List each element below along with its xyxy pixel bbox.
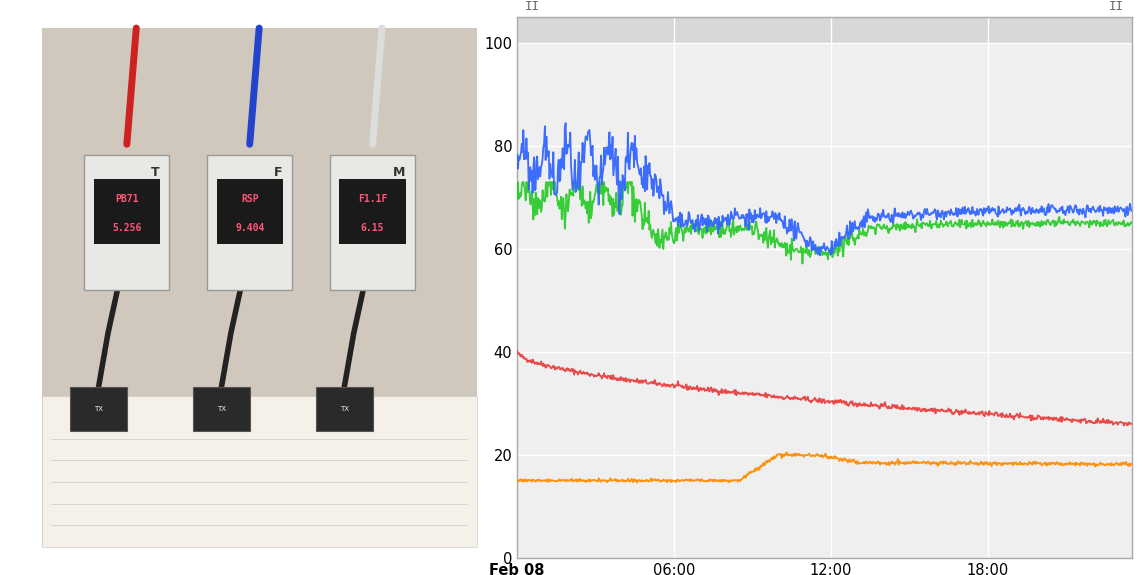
Text: 9.404: 9.404 (235, 223, 264, 233)
Bar (207, 155, 293, 290)
Text: 6.15: 6.15 (361, 223, 384, 233)
Bar (94, 179, 160, 244)
Bar (339, 179, 406, 244)
Text: TX: TX (339, 406, 349, 412)
Text: II: II (1109, 0, 1125, 13)
Bar (217, 179, 282, 244)
Text: T: T (151, 166, 160, 179)
Text: 5.256: 5.256 (112, 223, 142, 233)
Text: M: M (393, 166, 406, 179)
Bar (517, 17, 1132, 43)
Text: F1.1F: F1.1F (358, 194, 387, 204)
Bar (42, 396, 477, 547)
Text: RSP: RSP (241, 194, 258, 204)
Bar (315, 388, 373, 431)
Bar (330, 155, 415, 290)
Text: F: F (274, 166, 282, 179)
Bar (85, 155, 169, 290)
Text: II: II (525, 0, 539, 13)
Bar (193, 388, 249, 431)
Bar (70, 388, 127, 431)
Text: PB71: PB71 (115, 194, 138, 204)
Text: TX: TX (94, 406, 103, 412)
Text: TX: TX (217, 406, 226, 412)
